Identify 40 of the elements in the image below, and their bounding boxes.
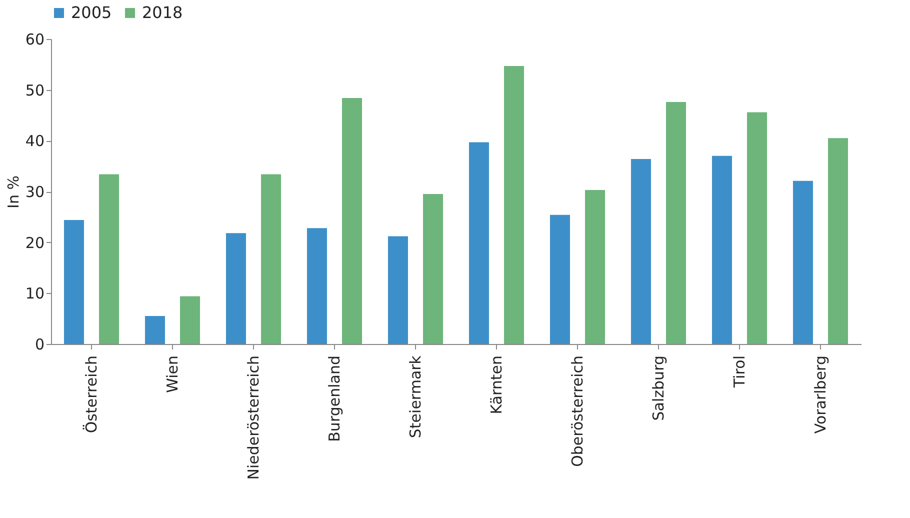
y-tick-label: 30 (25, 183, 44, 201)
bar (144, 316, 165, 344)
legend-label: 2018 (142, 3, 183, 22)
bar (342, 98, 362, 344)
bar (630, 158, 651, 344)
y-tick-label: 10 (25, 284, 44, 303)
bar (828, 138, 848, 344)
y-tick-label: 50 (25, 81, 44, 100)
y-axis-title: In % (4, 176, 22, 208)
bar (99, 174, 120, 344)
bar (666, 102, 686, 344)
bar (388, 236, 408, 344)
y-tick-label: 40 (25, 132, 44, 150)
y-tick-label: 60 (25, 30, 44, 48)
x-tick-label: Tirol (730, 356, 748, 389)
x-tick-label: Vorarlberg (812, 356, 830, 434)
bar (64, 220, 84, 344)
x-tick-label: Niederösterreich (244, 356, 262, 480)
x-tick-label: Kärnten (488, 356, 506, 414)
bar (261, 174, 282, 344)
x-tick-label: Wien (164, 356, 182, 393)
y-tick-label: 0 (34, 336, 44, 354)
bar (423, 194, 444, 344)
bar (585, 190, 606, 344)
bar (180, 296, 200, 344)
x-tick-label: Salzburg (650, 356, 668, 421)
x-tick-label: Österreich (82, 356, 100, 434)
bar (468, 142, 489, 344)
bar (792, 180, 813, 344)
bar (747, 112, 768, 344)
x-tick-label: Oberösterreich (568, 356, 586, 467)
bar (226, 233, 246, 344)
bar (306, 228, 327, 344)
bar (504, 66, 524, 344)
bar (550, 214, 570, 344)
x-tick-label: Steiermark (406, 355, 424, 438)
x-tick-label: Burgenland (326, 356, 344, 442)
legend-label: 2005 (71, 3, 112, 22)
y-tick-label: 20 (25, 234, 44, 252)
bar (712, 156, 732, 344)
